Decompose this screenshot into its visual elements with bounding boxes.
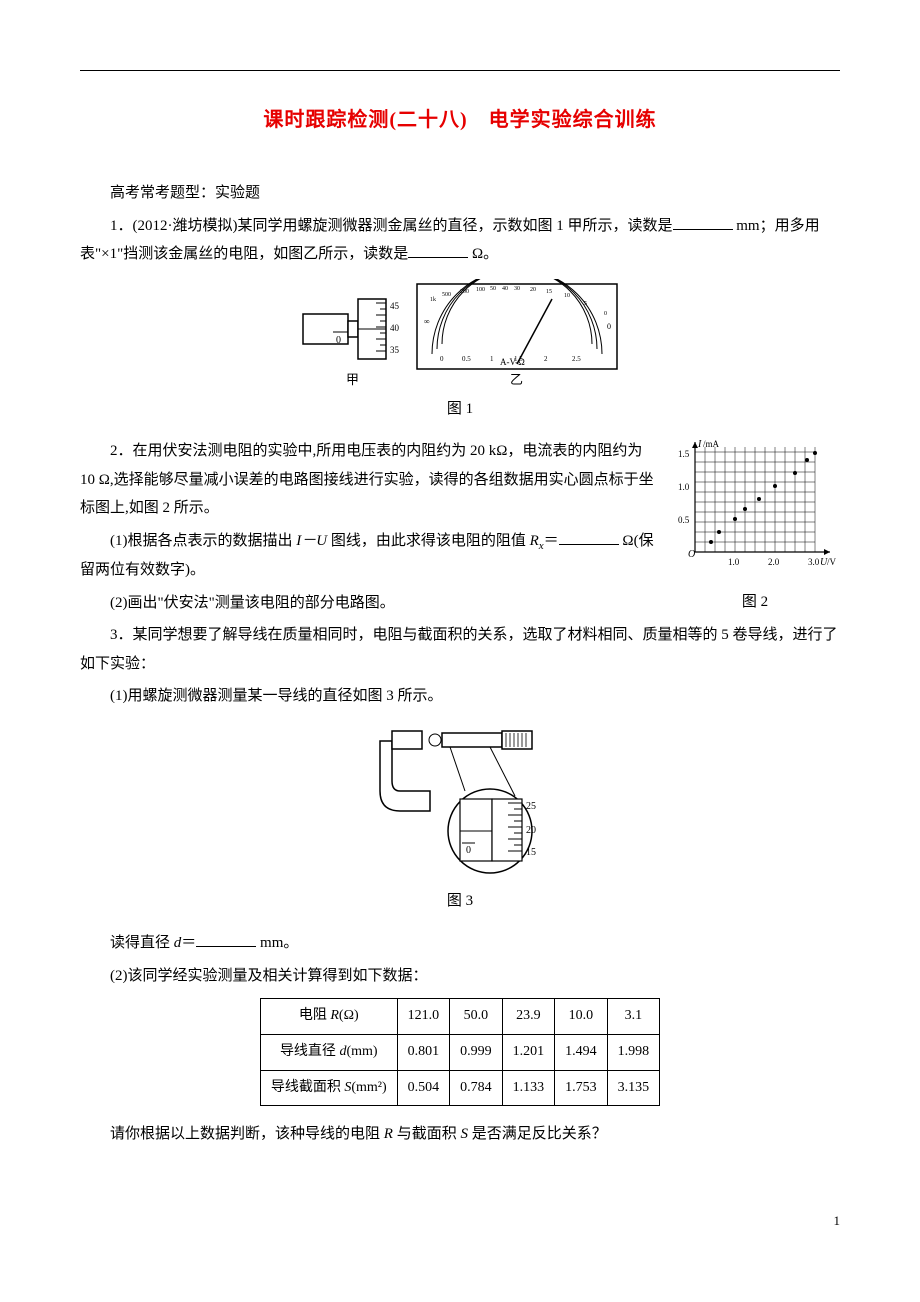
cell: 1.998 [607,1034,660,1070]
top-rule [80,70,840,71]
intro-line: 高考常考题型：实验题 [80,179,840,208]
cell: 50.0 [450,999,503,1035]
q3-p1: (1)用螺旋测微器测量某一导线的直径如图 3 所示。 [80,682,840,711]
svg-text:35: 35 [390,345,400,355]
svg-text:0: 0 [604,311,607,317]
row-header: 电阻 R(Ω) [260,999,397,1035]
cell: 3.1 [607,999,660,1035]
cell: 1.494 [555,1034,608,1070]
q3-read-a: 读得直径 [110,935,174,951]
svg-text:200: 200 [460,289,469,295]
svg-text:1: 1 [490,355,494,363]
svg-text:45: 45 [390,301,400,311]
q1-blank-1 [673,214,733,230]
svg-text:2: 2 [544,355,548,363]
q2-p1-a: (1)根据各点表示的数据描出 [110,533,296,549]
svg-text:0.5: 0.5 [678,515,690,525]
svg-text:0: 0 [607,322,611,331]
svg-text:1.0: 1.0 [678,482,690,492]
q2-p1-c: ＝ [544,533,559,549]
cell: 1.753 [555,1070,608,1106]
svg-text:30: 30 [514,286,520,292]
svg-text:O: O [688,549,695,560]
svg-text:I: I [697,439,702,450]
svg-text:20: 20 [530,287,536,293]
cell: 1.201 [502,1034,555,1070]
svg-text:/mA: /mA [703,439,720,449]
svg-text:/V: /V [827,557,837,567]
svg-text:0: 0 [440,355,444,363]
svg-text:2.5: 2.5 [572,355,581,363]
svg-text:20: 20 [526,825,536,836]
q1-blank-2 [408,242,468,258]
svg-text:甲: 甲 [346,372,359,387]
cell: 10.0 [555,999,608,1035]
fig3-row: 0 25 20 15 [80,721,840,881]
cell: 3.135 [607,1070,660,1106]
svg-text:100: 100 [476,287,485,293]
svg-text:1.5: 1.5 [678,449,690,459]
row-header: 导线截面积 S(mm²) [260,1070,397,1106]
q1-text-a: 1．(2012·潍坊模拟)某同学用螺旋测微器测金属丝的直径，示数如图 1 甲所示… [110,218,673,234]
iu-graph: I /mA U /V O 1.5 1.0 0.5 1.0 2.0 3.0 [670,437,840,577]
cell: 0.801 [397,1034,450,1070]
q3-p2: (2)该同学经实验测量及相关计算得到如下数据： [80,962,840,991]
q1-text: 1．(2012·潍坊模拟)某同学用螺旋测微器测金属丝的直径，示数如图 1 甲所示… [80,212,840,269]
cell: 0.784 [450,1070,503,1106]
svg-text:15: 15 [526,847,536,858]
micrometer2-icon: 0 25 20 15 [350,721,570,881]
svg-text:5: 5 [584,301,587,307]
q2-p1-rx: R [530,533,539,549]
multimeter-icon: 1k500200 1005040 302015 1050 ∞ 0 00.51 1… [412,279,622,389]
fig2-caption: 图 2 [670,588,840,617]
svg-text:∞: ∞ [424,317,430,326]
q1-unit-b: Ω。 [468,246,498,262]
cell: 121.0 [397,999,450,1035]
svg-text:0.5: 0.5 [462,355,471,363]
micrometer-icon: 0 45 40 35 甲 [298,279,408,389]
table-row: 电阻 R(Ω) 121.0 50.0 23.9 10.0 3.1 [260,999,659,1035]
svg-text:15: 15 [546,289,552,295]
svg-text:3.0: 3.0 [808,557,820,567]
svg-text:0: 0 [466,845,471,856]
q3-read-b: ＝ [181,935,196,951]
table-row: 导线截面积 S(mm²) 0.504 0.784 1.133 1.753 3.1… [260,1070,659,1106]
page-title: 课时跟踪检测(二十八) 电学实验综合训练 [80,101,840,139]
q3-read-unit: mm。 [256,935,298,951]
cell: 1.133 [502,1070,555,1106]
cell: 0.504 [397,1070,450,1106]
q2-p1-b: 图线，由此求得该电阻的阻值 [327,533,530,549]
svg-text:25: 25 [526,801,536,812]
fig2-wrap: I /mA U /V O 1.5 1.0 0.5 1.0 2.0 3.0 图 2 [670,437,840,616]
row-header: 导线直径 d(mm) [260,1034,397,1070]
svg-text:2.0: 2.0 [768,557,780,567]
svg-text:A-V-Ω: A-V-Ω [500,357,525,367]
svg-text:乙: 乙 [510,372,523,387]
q3-blank [196,931,256,947]
svg-text:500: 500 [442,292,451,298]
q3-read: 读得直径 d＝ mm。 [80,929,840,958]
fig1-caption: 图 1 [80,395,840,424]
svg-text:40: 40 [502,286,508,292]
page-number: 1 [80,1209,840,1234]
q2-blank [559,529,619,545]
svg-text:0: 0 [336,335,341,346]
data-table: 电阻 R(Ω) 121.0 50.0 23.9 10.0 3.1 导线直径 d(… [260,998,660,1106]
svg-text:50: 50 [490,286,496,292]
q3-text: 3．某同学想要了解导线在质量相同时，电阻与截面积的关系，选取了材料相同、质量相等… [80,621,840,678]
svg-text:10: 10 [564,293,570,299]
cell: 0.999 [450,1034,503,1070]
fig1-row: 0 45 40 35 甲 1k500200 1005040 302015 [80,279,840,389]
table-row: 导线直径 d(mm) 0.801 0.999 1.201 1.494 1.998 [260,1034,659,1070]
cell: 23.9 [502,999,555,1035]
q2-p1-iu: I－U [296,533,327,549]
svg-text:1.0: 1.0 [728,557,740,567]
svg-text:40: 40 [390,323,400,333]
q3-ask: 请你根据以上数据判断，该种导线的电阻 R 与截面积 S 是否满足反比关系？ [80,1120,840,1149]
svg-text:1k: 1k [430,297,436,303]
fig3-caption: 图 3 [80,887,840,916]
